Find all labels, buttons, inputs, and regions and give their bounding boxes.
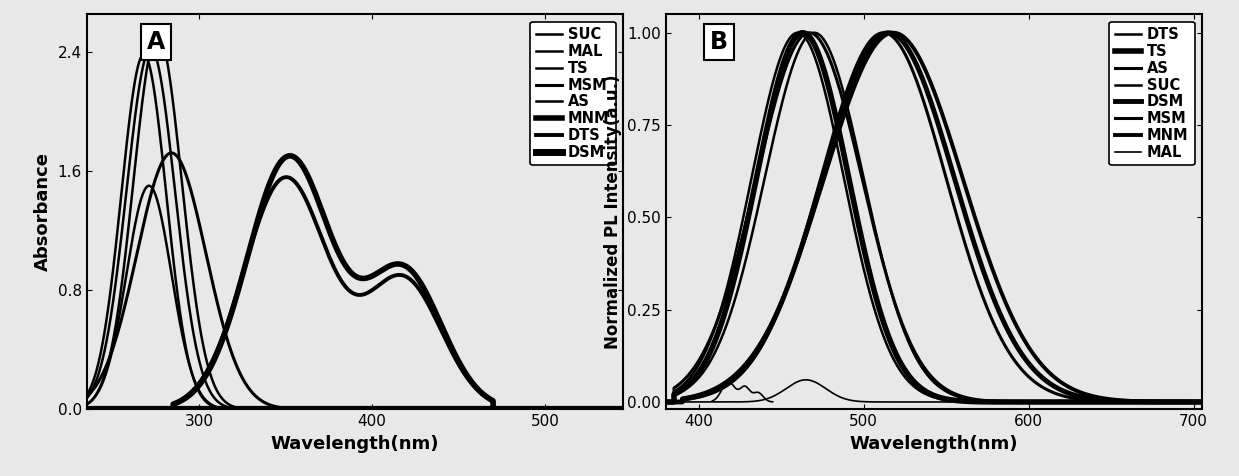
Legend: SUC, MAL, TS, MSM, AS, MNM, DTS, DSM: SUC, MAL, TS, MSM, AS, MNM, DTS, DSM <box>530 21 616 166</box>
Y-axis label: Normalized PL Intensity(a.u.): Normalized PL Intensity(a.u.) <box>603 75 622 349</box>
Text: A: A <box>147 30 166 54</box>
Legend: DTS, TS, AS, SUC, DSM, MSM, MNM, MAL: DTS, TS, AS, SUC, DSM, MSM, MNM, MAL <box>1109 21 1194 166</box>
X-axis label: Wavelength(nm): Wavelength(nm) <box>850 435 1018 453</box>
Text: B: B <box>710 30 729 54</box>
X-axis label: Wavelength(nm): Wavelength(nm) <box>270 435 439 453</box>
Y-axis label: Absorbance: Absorbance <box>33 152 52 271</box>
